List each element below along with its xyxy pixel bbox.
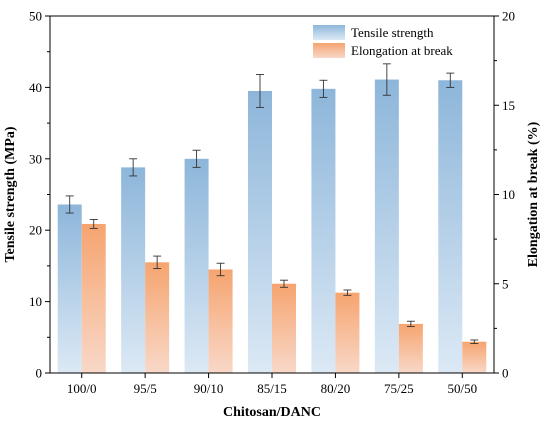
y-tick-label-3: 30 [29,151,42,166]
y2-tick-label-3: 15 [502,98,515,113]
bar-tensile-strength-6 [438,80,463,373]
bar-tensile-strength-4 [311,88,336,373]
y-tick-label-2: 20 [29,223,42,238]
x-tick-label-0: 100/0 [67,381,97,396]
legend-label-tensile-strength: Tensile strength [351,25,434,40]
legend-swatch-elongation-at-break [313,43,345,58]
y2-tick-label-4: 20 [502,9,515,24]
bar-tensile-strength-2 [184,158,209,373]
bar-tensile-strength-5 [374,79,399,374]
bar-elongation-at-break-1 [145,262,170,373]
error-bars-layer [65,63,479,344]
y-tick-label-4: 40 [29,80,42,95]
x-tick-label-1: 95/5 [134,381,157,396]
y2-tick-label-2: 10 [502,187,515,202]
y-tick-label-1: 10 [29,294,42,309]
bar-elongation-at-break-2 [208,269,233,373]
y2-tick-label-0: 0 [502,366,509,381]
bar-elongation-at-break-4 [335,292,360,373]
x-tick-label-4: 80/20 [321,381,351,396]
bar-tensile-strength-1 [121,167,146,373]
bar-elongation-at-break-6 [462,341,487,373]
x-tick-label-3: 85/15 [257,381,287,396]
bar-elongation-at-break-0 [81,223,106,373]
y-tick-label-0: 0 [36,366,43,381]
bar-elongation-at-break-3 [272,283,296,373]
bars-layer [57,79,487,374]
bar-tensile-strength-0 [57,204,82,373]
x-tick-label-6: 50/50 [447,381,477,396]
legend-label-elongation-at-break: Elongation at break [351,43,453,58]
x-tick-label-2: 90/10 [194,381,224,396]
y-axis-title: Tensile strength (MPa) [3,126,18,262]
x-tick-label-5: 75/25 [384,381,414,396]
bar-elongation-at-break-5 [398,323,423,373]
x-axis-title: Chitosan/DANC [223,405,321,420]
y2-axis-title: Elongation at break (%) [526,121,541,267]
axes-layer: 0 10 20 30 40 50 0 5 10 15 20 100/0 95/5 90/10 85/15 80… [29,9,515,397]
bar-tensile-strength-3 [248,90,272,373]
legend: Tensile strength Elongation at break [313,25,453,58]
y2-tick-label-1: 5 [502,276,509,291]
legend-swatch-tensile-strength [313,25,345,40]
y-tick-label-5: 50 [29,9,42,24]
